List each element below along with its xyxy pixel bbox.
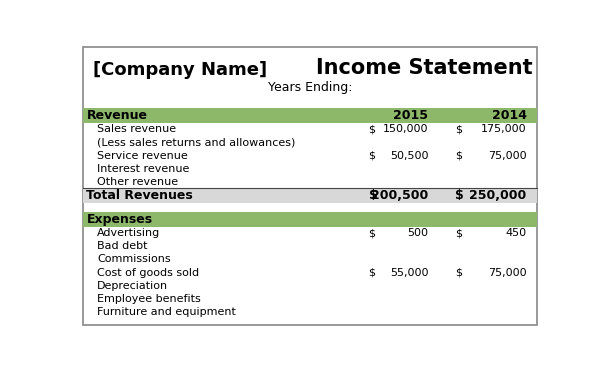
Text: 150,000: 150,000 (383, 124, 428, 134)
Text: Interest revenue: Interest revenue (97, 163, 190, 174)
Text: 50,500: 50,500 (390, 151, 428, 161)
Text: $: $ (368, 151, 376, 161)
Text: Years Ending:: Years Ending: (268, 81, 353, 94)
Text: 200,500: 200,500 (371, 189, 428, 202)
Text: Other revenue: Other revenue (97, 177, 178, 187)
Text: Advertising: Advertising (97, 228, 160, 238)
Bar (83, 108, 537, 123)
Text: Employee benefits: Employee benefits (97, 294, 201, 304)
Text: Depreciation: Depreciation (97, 281, 168, 291)
Text: Sales revenue: Sales revenue (97, 124, 177, 134)
Text: Revenue: Revenue (87, 109, 148, 122)
Text: 75,000: 75,000 (488, 151, 527, 161)
Text: $: $ (456, 189, 464, 202)
Text: Service revenue: Service revenue (97, 151, 188, 161)
Text: 450: 450 (506, 228, 527, 238)
Text: $: $ (456, 124, 462, 134)
Text: $: $ (456, 151, 462, 161)
Text: Commissions: Commissions (97, 255, 171, 265)
Bar (83, 188, 537, 203)
Text: Total Revenues: Total Revenues (87, 189, 193, 202)
Text: $: $ (368, 268, 376, 277)
Text: 2014: 2014 (492, 109, 527, 122)
Text: $: $ (456, 268, 462, 277)
Text: 250,000: 250,000 (469, 189, 527, 202)
Text: $: $ (368, 124, 376, 134)
Text: $: $ (456, 228, 462, 238)
Text: 55,000: 55,000 (390, 268, 428, 277)
Text: [Company Name]: [Company Name] (93, 61, 267, 79)
Text: 2015: 2015 (393, 109, 428, 122)
Text: Expenses: Expenses (87, 213, 152, 226)
Text: $: $ (368, 228, 376, 238)
Text: 500: 500 (407, 228, 428, 238)
Text: $: $ (368, 189, 378, 202)
Text: Bad debt: Bad debt (97, 241, 148, 251)
Text: (Less sales returns and allowances): (Less sales returns and allowances) (97, 138, 296, 148)
Text: Cost of goods sold: Cost of goods sold (97, 268, 200, 277)
Bar (83, 212, 537, 227)
Text: 175,000: 175,000 (481, 124, 527, 134)
Text: Furniture and equipment: Furniture and equipment (97, 307, 236, 317)
FancyBboxPatch shape (83, 47, 537, 325)
Text: Income Statement: Income Statement (316, 58, 533, 78)
Text: 75,000: 75,000 (488, 268, 527, 277)
